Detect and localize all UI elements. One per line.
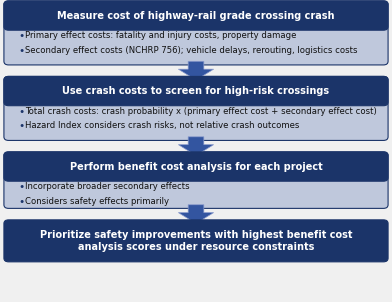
FancyBboxPatch shape (4, 1, 388, 65)
Text: •: • (18, 197, 25, 207)
FancyBboxPatch shape (4, 1, 388, 30)
FancyBboxPatch shape (4, 76, 388, 106)
Text: Secondary effect costs (NCHRP 756); vehicle delays, rerouting, logistics costs: Secondary effect costs (NCHRP 756); vehi… (25, 46, 358, 55)
Text: Perform benefit cost analysis for each project: Perform benefit cost analysis for each p… (70, 162, 322, 172)
Text: Measure cost of highway-rail grade crossing crash: Measure cost of highway-rail grade cross… (57, 11, 335, 21)
Text: Prioritize safety improvements with highest benefit cost
analysis scores under r: Prioritize safety improvements with high… (40, 230, 352, 252)
Text: Hazard Index considers crash risks, not relative crash outcomes: Hazard Index considers crash risks, not … (25, 121, 299, 130)
Text: •: • (18, 182, 25, 192)
Text: Considers safety effects primarily: Considers safety effects primarily (25, 197, 169, 206)
Text: •: • (18, 107, 25, 117)
Text: Total crash costs: crash probability x (primary effect cost + secondary effect c: Total crash costs: crash probability x (… (25, 107, 377, 116)
Text: •: • (18, 46, 25, 56)
Polygon shape (178, 205, 214, 223)
Polygon shape (178, 61, 214, 80)
Text: •: • (18, 121, 25, 131)
Text: Use crash costs to screen for high-risk crossings: Use crash costs to screen for high-risk … (62, 86, 330, 96)
FancyBboxPatch shape (4, 152, 388, 181)
FancyBboxPatch shape (4, 76, 388, 140)
FancyBboxPatch shape (4, 152, 388, 208)
Polygon shape (178, 137, 214, 156)
FancyBboxPatch shape (4, 220, 388, 262)
Text: Primary effect costs: fatality and injury costs, property damage: Primary effect costs: fatality and injur… (25, 31, 296, 40)
Text: •: • (18, 31, 25, 41)
Text: Incorporate broader secondary effects: Incorporate broader secondary effects (25, 182, 190, 191)
